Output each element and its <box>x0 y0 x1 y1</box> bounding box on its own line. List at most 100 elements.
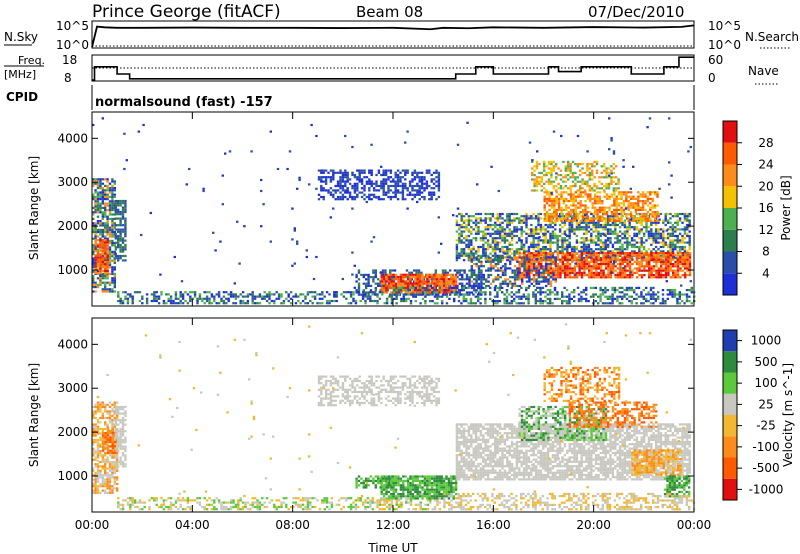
data-cell <box>511 284 514 288</box>
data-cell <box>384 282 387 285</box>
data-cell <box>461 273 464 276</box>
data-cell <box>468 258 471 261</box>
data-cell <box>530 217 533 220</box>
data-cell <box>402 297 405 300</box>
data-cell <box>558 223 562 227</box>
data-cell <box>96 245 100 248</box>
data-cell <box>217 293 221 296</box>
data-cell <box>318 297 322 300</box>
data-cell <box>108 211 112 214</box>
data-cell <box>593 200 597 203</box>
data-cell <box>559 187 563 190</box>
data-cell <box>421 280 424 283</box>
data-cell <box>574 185 577 188</box>
data-cell <box>597 265 600 268</box>
data-cell <box>421 275 424 279</box>
data-cell <box>426 280 429 283</box>
data-cell <box>346 189 349 192</box>
data-cell <box>585 250 588 253</box>
data-cell <box>498 241 502 244</box>
data-cell <box>474 212 478 216</box>
data-cell <box>640 223 643 227</box>
data-cell <box>416 286 419 290</box>
data-cell <box>114 257 117 260</box>
data-cell <box>470 226 473 229</box>
data-cell <box>513 230 516 233</box>
data-cell <box>672 276 675 279</box>
data-cell <box>473 289 476 292</box>
data-cell <box>510 221 514 224</box>
data-cell <box>625 195 628 198</box>
data-cell <box>648 274 651 277</box>
data-cell <box>643 252 646 255</box>
data-cell <box>101 191 104 194</box>
data-cell <box>99 191 102 194</box>
data-cell <box>623 237 627 240</box>
data-cell <box>479 254 483 257</box>
data-cell <box>458 256 461 260</box>
data-cell <box>121 237 125 240</box>
data-cell <box>647 232 651 235</box>
data-cell <box>606 230 610 233</box>
data-cell <box>501 234 504 238</box>
data-cell <box>433 291 437 294</box>
data-cell <box>642 248 646 251</box>
data-cell <box>615 213 618 216</box>
data-cell <box>208 302 211 305</box>
data-cell <box>241 302 245 305</box>
data-cell <box>532 241 535 244</box>
data-cell <box>513 217 516 220</box>
data-cell <box>647 226 651 229</box>
data-cell <box>534 237 538 240</box>
data-cell <box>537 271 541 274</box>
data-cell <box>239 299 242 303</box>
data-cell <box>614 248 617 251</box>
data-cell <box>119 302 122 305</box>
data-cell <box>96 187 100 190</box>
data-cell <box>559 267 562 270</box>
data-cell <box>525 269 528 272</box>
data-cell <box>634 204 638 207</box>
data-cell <box>92 206 95 209</box>
data-cell <box>374 271 377 274</box>
data-cell <box>121 199 125 203</box>
data-cell <box>662 254 665 257</box>
data-cell <box>465 245 468 249</box>
data-cell <box>672 274 675 277</box>
data-cell <box>124 217 127 220</box>
data-cell <box>577 193 580 196</box>
data-cell <box>550 197 554 200</box>
data-cell <box>647 234 651 238</box>
data-cell <box>501 265 505 268</box>
data-cell <box>479 293 482 296</box>
data-cell <box>409 280 412 283</box>
data-cell <box>520 248 523 251</box>
data-cell <box>628 243 631 246</box>
data-cell <box>684 258 687 261</box>
data-cell <box>442 280 446 283</box>
data-cell <box>455 254 459 257</box>
data-cell <box>571 269 574 272</box>
data-cell <box>672 258 675 261</box>
data-cell <box>413 171 417 174</box>
data-cell <box>145 297 149 300</box>
data-cell <box>551 232 555 235</box>
data-cell <box>322 195 325 199</box>
data-cell <box>605 182 608 185</box>
data-cell <box>117 241 120 244</box>
data-cell <box>94 283 97 286</box>
data-cell <box>484 259 487 262</box>
data-cell <box>416 275 419 279</box>
data-cell <box>650 234 653 238</box>
data-cell <box>549 302 552 305</box>
data-cell <box>515 226 519 229</box>
data-cell <box>540 263 543 266</box>
data-cell <box>571 180 575 183</box>
data-cell <box>479 219 483 222</box>
data-cell <box>532 252 536 255</box>
data-cell <box>160 291 163 294</box>
data-cell <box>607 176 611 179</box>
data-cell <box>372 182 376 185</box>
data-cell <box>588 171 591 174</box>
data-cell <box>162 299 166 303</box>
